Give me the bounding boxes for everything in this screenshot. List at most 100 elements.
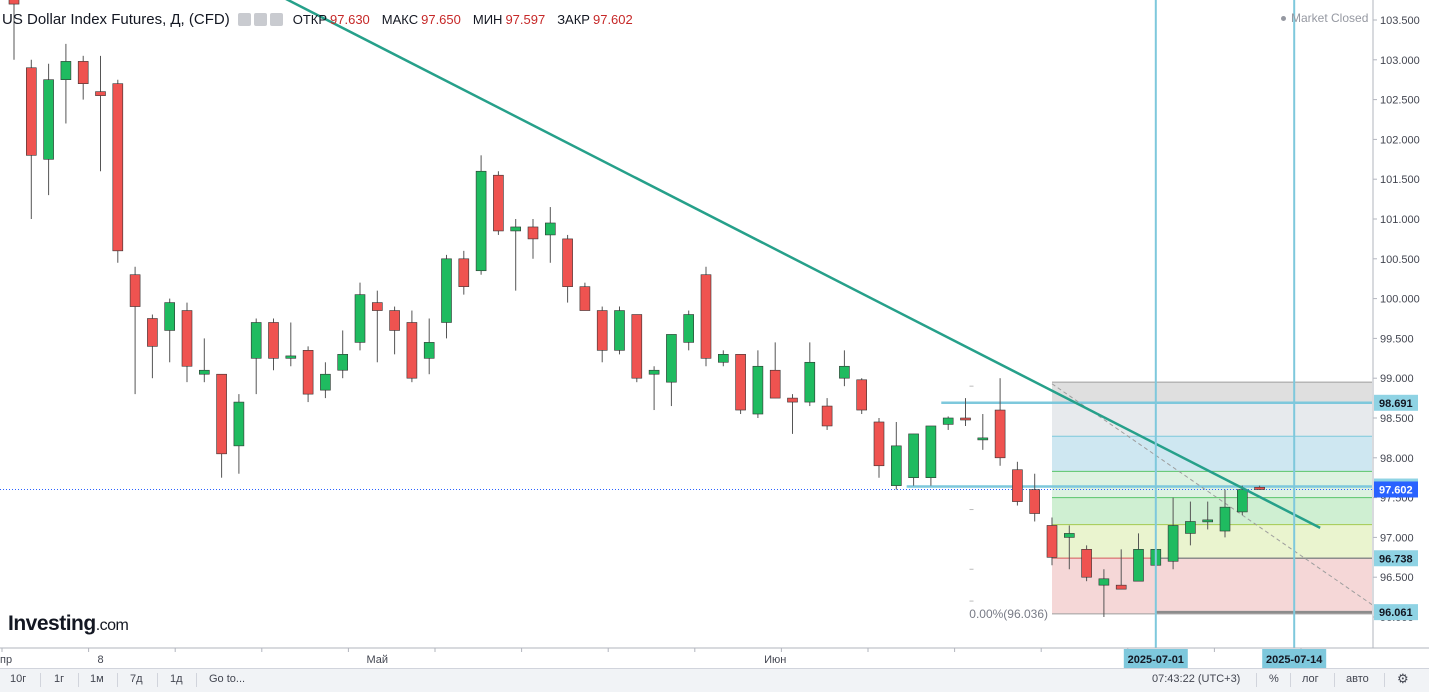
price-tick-label: 100.500 — [1380, 254, 1420, 266]
candle-down — [631, 314, 643, 379]
price-label: 98.691 — [1379, 398, 1413, 410]
open-label: ОТКР — [292, 11, 328, 27]
candle-up — [1237, 489, 1248, 513]
price-label: 97.602 — [1379, 484, 1413, 496]
divider — [117, 673, 118, 687]
trend-line — [285, 0, 1321, 529]
candle-up — [890, 445, 902, 486]
close-icon[interactable] — [269, 12, 283, 26]
candle-up — [423, 342, 435, 359]
price-tick-label: 102.500 — [1380, 95, 1420, 107]
clock-time: 07:43:22 (UTC+3) — [1152, 673, 1241, 685]
candle-down — [389, 310, 400, 331]
time-tick-label: Май — [367, 654, 389, 666]
bottom-toolbar: 10г 1г 1м 7д 1д Go to... 07:43:22 (UTC+3… — [0, 668, 1429, 692]
candle-up — [1219, 506, 1231, 532]
candle-up — [666, 334, 677, 383]
fib-zone — [1052, 524, 1372, 559]
divider — [1384, 673, 1385, 687]
candle-down — [735, 354, 746, 411]
price-tick-label: 101.500 — [1380, 174, 1420, 186]
candle-down — [95, 91, 106, 96]
candle-up — [1202, 519, 1213, 523]
close-value: 97.602 — [592, 11, 633, 27]
candle-up — [60, 61, 72, 80]
price-tick-label: 100.000 — [1380, 294, 1420, 306]
open-value: 97.630 — [330, 11, 370, 27]
candle-up — [337, 354, 349, 371]
candle-down — [960, 417, 971, 421]
divider — [196, 673, 197, 687]
investing-logo: Investing.com — [8, 612, 129, 636]
market-status: Market Closed — [1281, 11, 1368, 25]
fib-zone — [1052, 382, 1372, 403]
header-icons[interactable] — [237, 12, 283, 26]
price-tick-label: 103.500 — [1380, 15, 1420, 27]
candle-up — [43, 79, 54, 160]
candle-up — [544, 222, 556, 236]
price-label-bg — [1374, 604, 1418, 621]
divider — [40, 673, 41, 687]
candle-down — [406, 322, 418, 379]
divider — [157, 673, 158, 687]
candle-down — [1029, 489, 1040, 514]
candle-up — [250, 322, 262, 359]
candle-up — [683, 314, 695, 343]
auto-button[interactable]: авто — [1346, 673, 1369, 685]
price-tick-label: 99.000 — [1380, 373, 1414, 385]
candle-up — [977, 437, 989, 441]
settings-icon[interactable] — [253, 12, 267, 26]
candle-up — [1064, 533, 1075, 538]
price-label-bg — [1374, 550, 1418, 567]
candle-up — [1133, 549, 1144, 582]
timeframe-1m-button[interactable]: 1м — [90, 673, 104, 685]
candle-down — [596, 310, 608, 351]
price-tick-label: 102.000 — [1380, 134, 1420, 146]
gear-icon[interactable]: ⚙ — [1397, 671, 1409, 686]
status-dot-icon — [1281, 15, 1286, 21]
divider — [78, 673, 79, 687]
candle-down — [1046, 525, 1058, 558]
price-chart[interactable]: 0.00%(96.036) 103.500 103.000 102.500 102.00… — [0, 0, 1429, 668]
candle-down — [129, 274, 141, 307]
candle-down — [1012, 469, 1023, 502]
divider — [1256, 673, 1257, 687]
candle-down — [787, 397, 798, 403]
candle-up — [804, 361, 816, 403]
low-label: МИН — [472, 11, 503, 27]
candle-down — [821, 405, 833, 427]
log-button[interactable]: лог — [1302, 673, 1319, 685]
goto-button[interactable]: Go to... — [209, 673, 246, 685]
candle-up — [1167, 525, 1179, 562]
price-label: 96.738 — [1379, 553, 1413, 565]
candle-down — [371, 302, 383, 311]
date-badge-bg — [1123, 649, 1188, 668]
close-label: ЗАКР — [557, 11, 590, 27]
candle-up — [925, 425, 937, 478]
high-value: 97.650 — [421, 11, 461, 27]
price-tick-label: 98.500 — [1380, 413, 1414, 425]
eye-icon[interactable] — [237, 12, 251, 26]
timeframe-1y-button[interactable]: 1г — [54, 673, 65, 685]
timeframe-1d-button[interactable]: 1д — [170, 673, 183, 685]
fib-zone — [1052, 402, 1372, 437]
percent-button[interactable]: % — [1269, 673, 1279, 685]
candle-up — [648, 369, 660, 375]
divider — [1290, 673, 1291, 687]
candle-up — [199, 369, 210, 375]
logo-domain: .com — [95, 617, 129, 634]
candle-down — [579, 286, 591, 311]
timeframe-10y-button[interactable]: 10г — [10, 673, 27, 685]
candle-down — [856, 379, 868, 411]
fib-level-label: 0.00%(96.036) — [969, 607, 1048, 621]
fib-zone — [1052, 558, 1372, 614]
low-value: 97.597 — [505, 11, 546, 27]
instrument-title: US Dollar Index Futures, Д, (CFD) — [2, 10, 230, 28]
candle-down — [268, 322, 279, 359]
candle-up — [354, 294, 366, 343]
candle-up — [839, 365, 850, 379]
candle-down — [1254, 486, 1265, 490]
candle-up — [441, 258, 452, 323]
timeframe-7d-button[interactable]: 7д — [130, 673, 143, 685]
candle-down — [1115, 584, 1127, 590]
